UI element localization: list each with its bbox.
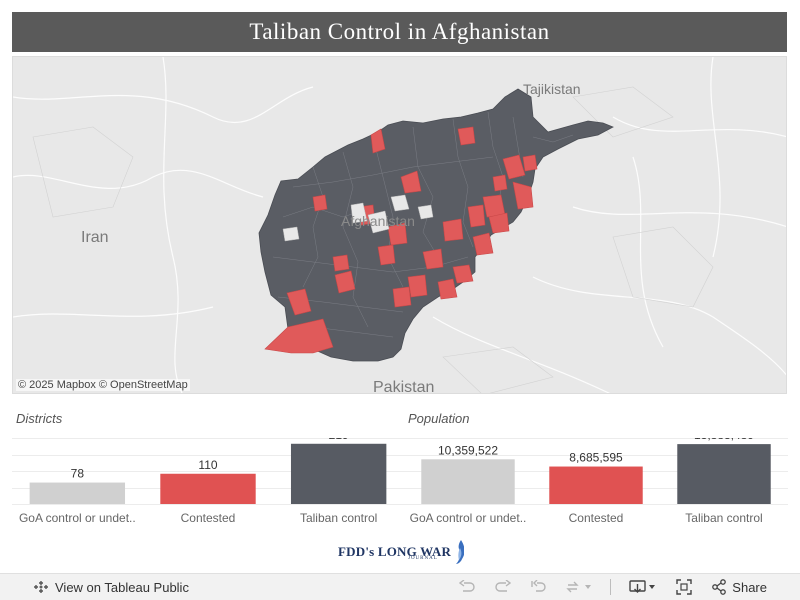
districts-value-label-2: 219 xyxy=(329,438,349,442)
share-button[interactable]: Share xyxy=(711,579,767,595)
population-bar-0[interactable] xyxy=(421,459,515,504)
map-attribution[interactable]: © 2025 Mapbox © OpenStreetMap xyxy=(16,379,190,391)
contested-district xyxy=(512,181,534,210)
contested-district xyxy=(286,288,312,316)
map-canvas xyxy=(13,57,786,393)
contested-district xyxy=(492,174,508,192)
redo-icon[interactable] xyxy=(494,577,512,597)
share-icon xyxy=(712,579,727,595)
revert-icon[interactable] xyxy=(530,577,548,597)
population-panel-title: Population xyxy=(408,411,470,426)
contested-district xyxy=(502,154,526,180)
population-bar-2[interactable] xyxy=(677,444,771,504)
contested-districts xyxy=(264,126,538,354)
contested-district xyxy=(422,248,444,270)
contested-district xyxy=(472,232,494,256)
districts-bar-chart[interactable]: 78 GoA control or undet.. 110 Contested 219 T… xyxy=(12,428,404,538)
population-category-label-2: Taliban control xyxy=(685,511,762,525)
toolbar-separator xyxy=(610,579,612,595)
logo-text: FDD's LONG WAR xyxy=(338,544,452,559)
districts-value-label-0: 78 xyxy=(71,467,85,481)
districts-category-label-0: GoA control or undet.. xyxy=(19,511,136,525)
undo-icon[interactable] xyxy=(458,577,476,597)
population-value-label-0: 10,359,522 xyxy=(438,443,498,457)
contested-district xyxy=(467,204,486,228)
refresh-icon[interactable] xyxy=(566,577,592,597)
taliban-region-shape xyxy=(258,88,614,362)
fdd-long-war-journal-logo: FDD's LONG WAR JOURNAL xyxy=(338,538,464,566)
contested-district xyxy=(377,244,396,266)
goa-districts xyxy=(282,194,434,242)
districts-category-label-1: Contested xyxy=(181,511,236,525)
tableau-logo-icon xyxy=(34,581,48,593)
districts-panel-title: Districts xyxy=(16,411,63,426)
districts-category-label-2: Taliban control xyxy=(300,511,377,525)
contested-district xyxy=(334,270,356,294)
dashboard-title: Taliban Control in Afghanistan xyxy=(12,12,787,52)
districts-bar-2[interactable] xyxy=(290,443,387,504)
contested-district xyxy=(442,218,464,242)
map-label-pakistan: Pakistan xyxy=(373,379,435,394)
contested-district xyxy=(332,254,350,272)
fullscreen-icon[interactable] xyxy=(675,577,693,597)
view-on-tableau-public-link[interactable]: View on Tableau Public xyxy=(33,579,189,595)
tableau-toolbar: View on Tableau Public xyxy=(0,573,800,600)
contested-district xyxy=(370,128,386,154)
districts-chart-svg: 78 GoA control or undet.. 110 Contested 219 T… xyxy=(12,428,404,525)
contested-district xyxy=(452,264,474,284)
population-category-label-1: Contested xyxy=(569,511,624,525)
toolbar-actions: Share xyxy=(458,577,767,597)
population-category-label-0: GoA control or undet.. xyxy=(410,511,527,525)
contested-district xyxy=(264,318,334,354)
map-label-iran: Iran xyxy=(81,229,109,246)
share-label: Share xyxy=(732,579,767,595)
afghanistan-map[interactable]: Iran Tajikistan Afghanistan Pakistan © 2… xyxy=(12,56,787,394)
contested-district xyxy=(387,222,408,246)
contested-district xyxy=(407,274,428,298)
map-label-tajikistan: Tajikistan xyxy=(523,81,581,97)
contested-district xyxy=(312,194,328,212)
contested-district xyxy=(522,154,538,172)
contested-district xyxy=(400,170,422,194)
districts-value-label-1: 110 xyxy=(198,458,217,472)
population-chart-svg: 10,359,522 GoA control or undet.. 8,685,59… xyxy=(404,428,788,525)
population-bar-chart[interactable]: 10,359,522 GoA control or undet.. 8,685,59… xyxy=(404,428,788,538)
contested-district xyxy=(482,194,506,218)
contested-district xyxy=(437,278,458,300)
background-borders xyxy=(13,57,786,393)
logo-flame-icon xyxy=(456,540,464,564)
contested-district xyxy=(457,126,476,146)
view-on-tableau-public-label: View on Tableau Public xyxy=(55,579,189,595)
districts-bar-0[interactable] xyxy=(29,482,126,504)
population-value-label-2: 13,883,489 xyxy=(694,438,754,442)
population-value-label-1: 8,685,595 xyxy=(569,451,623,465)
download-icon[interactable] xyxy=(629,577,657,597)
map-label-afghanistan: Afghanistan xyxy=(341,213,415,229)
contested-district xyxy=(392,286,412,308)
logo-subtext: JOURNAL xyxy=(408,556,438,561)
contested-district xyxy=(488,212,510,234)
districts-bar-1[interactable] xyxy=(160,473,256,504)
population-bar-1[interactable] xyxy=(549,466,643,504)
